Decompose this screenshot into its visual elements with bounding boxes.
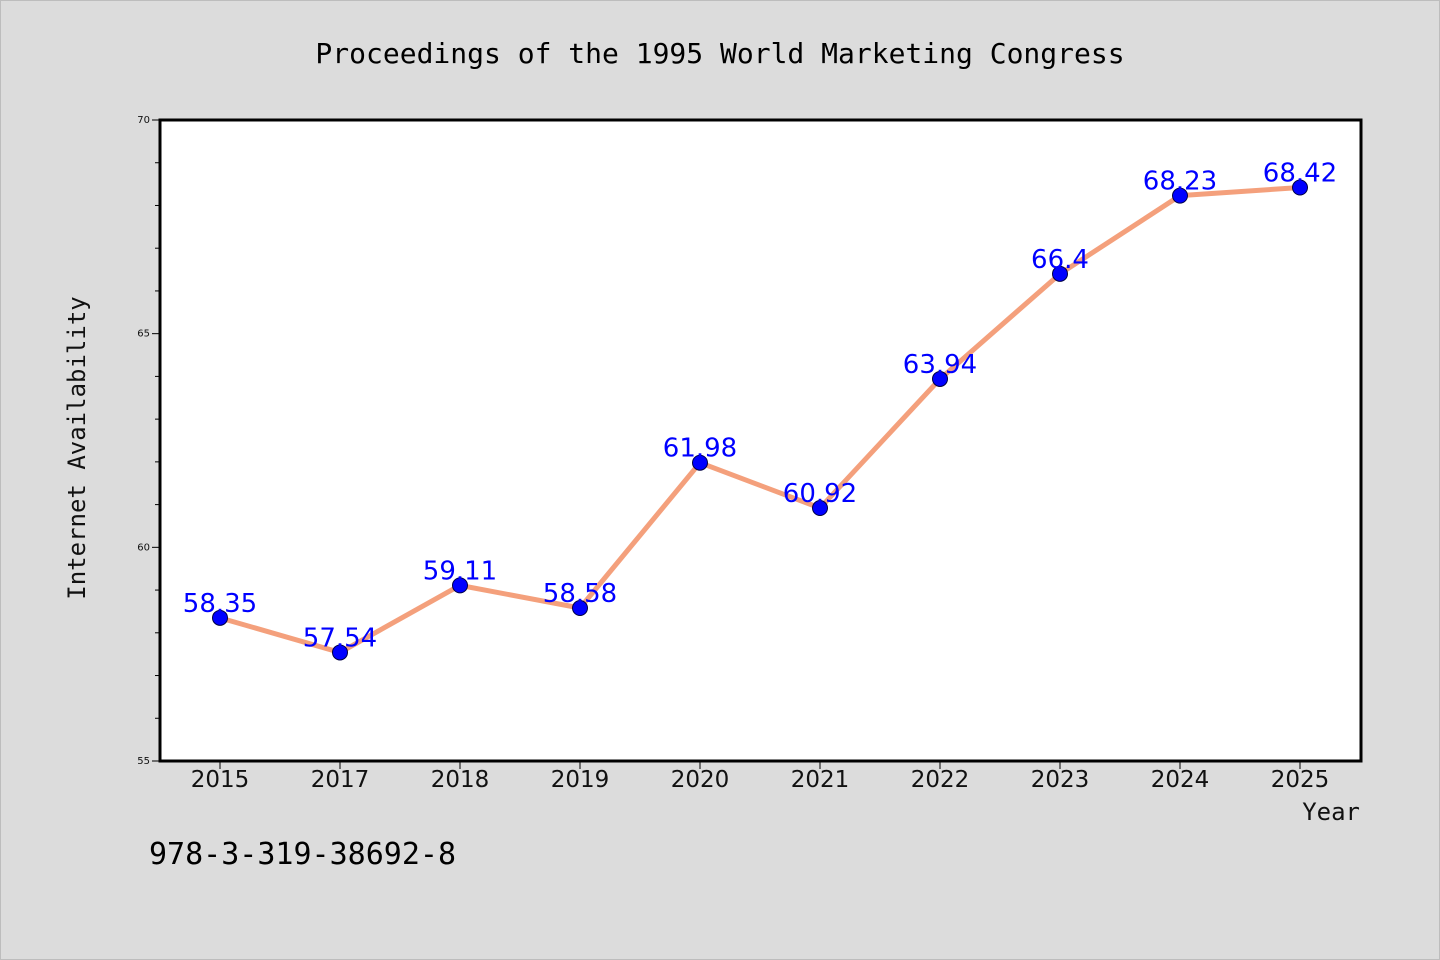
data-label: 58.58	[543, 579, 617, 609]
y-axis-label: Internet Availability	[63, 296, 91, 599]
plot-area	[158, 118, 1363, 763]
data-label: 68.23	[1143, 167, 1217, 197]
data-point	[332, 644, 348, 661]
x-tick-label: 2022	[911, 767, 970, 793]
y-axis: 55 60 65 70	[137, 115, 160, 767]
data-label: 59.11	[423, 556, 497, 586]
series-line	[217, 185, 1303, 655]
x-axis-label: Year	[1302, 798, 1360, 826]
data-label: 60.92	[783, 479, 857, 509]
data-point	[692, 454, 708, 471]
x-tick-label: 2018	[431, 767, 490, 793]
data-point	[1052, 265, 1068, 282]
isbn-footer: 978-3-319-38692-8	[149, 837, 456, 872]
data-point	[572, 600, 588, 617]
y-tick-label: 65	[137, 329, 150, 340]
data-point	[812, 500, 828, 517]
x-tick-label: 2019	[551, 767, 610, 793]
x-tick-label: 2024	[1151, 767, 1210, 793]
data-point	[1292, 179, 1308, 196]
x-tick-label: 2021	[791, 767, 850, 793]
y-tick-label: 55	[137, 756, 150, 767]
x-tick-label: 2025	[1271, 767, 1330, 793]
data-label: 68.42	[1263, 159, 1337, 189]
data-point	[1172, 187, 1188, 204]
y-tick-label: 70	[137, 115, 150, 126]
chart-title: Proceedings of the 1995 World Marketing …	[315, 37, 1124, 70]
data-label: 66.4	[1031, 245, 1089, 275]
x-tick-label: 2023	[1031, 767, 1090, 793]
x-tick-label: 2015	[191, 767, 250, 793]
data-labels: 58.35 57.54 59.11 58.58 61.98 60.92 63.94 66.4 6…	[183, 159, 1337, 654]
data-point	[932, 370, 948, 387]
y-tick-label: 60	[137, 542, 150, 553]
x-tick-label: 2017	[311, 767, 370, 793]
data-point	[452, 577, 468, 594]
data-label: 63.94	[903, 350, 977, 380]
series-markers	[212, 179, 1308, 661]
data-label: 58.35	[183, 589, 257, 619]
data-label: 61.98	[663, 434, 737, 464]
data-label: 57.54	[303, 623, 377, 653]
data-point	[212, 609, 228, 626]
x-axis: 2015 2017 2018 2019 2020 2021 2022 2023 2024 2025	[191, 761, 1330, 793]
x-tick-label: 2020	[671, 767, 730, 793]
